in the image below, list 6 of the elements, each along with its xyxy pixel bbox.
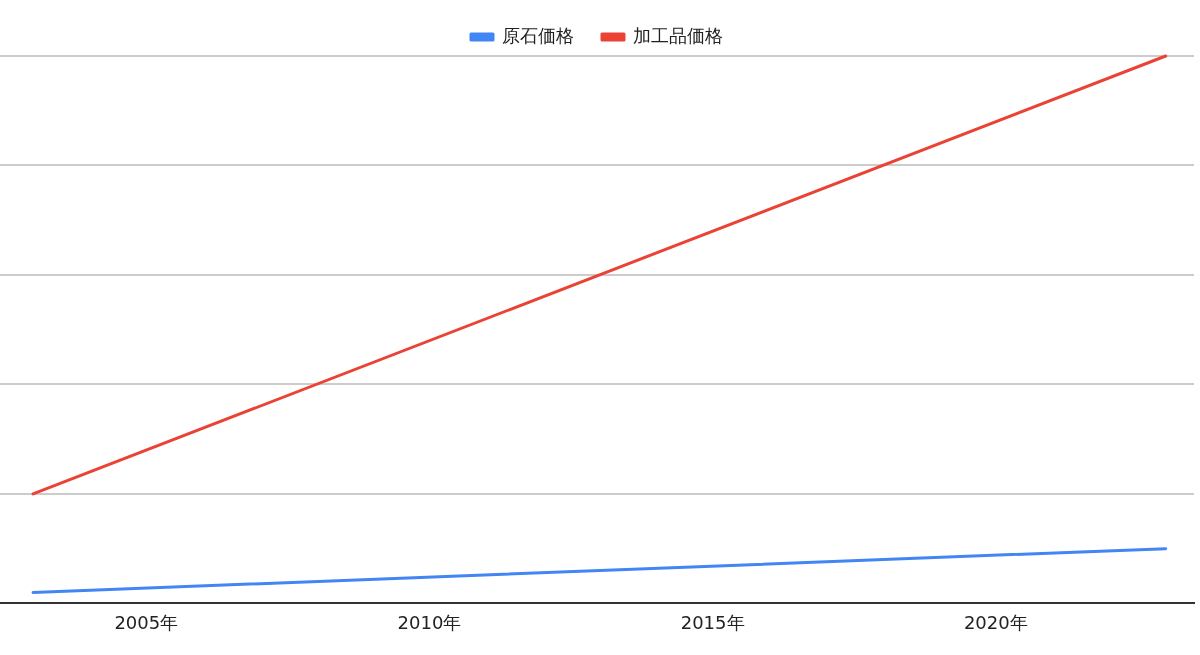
x-tick-label: 2010年: [397, 611, 462, 633]
x-tick-label: 2005年: [114, 611, 179, 633]
x-tick-label: 2015年: [680, 611, 745, 633]
legend-label: 加工品価格: [633, 24, 723, 46]
x-tick-label: 2020年: [963, 611, 1028, 633]
legend-label: 原石価格: [502, 24, 574, 46]
